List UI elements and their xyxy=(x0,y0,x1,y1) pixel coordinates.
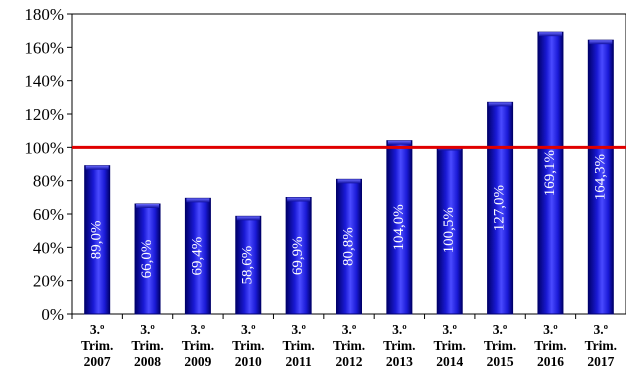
y-tick-label: 60% xyxy=(33,205,64,224)
x-tick-label-line: 2010 xyxy=(235,354,262,369)
x-tick-label-line: 2009 xyxy=(184,354,211,369)
data-label: 169,1% xyxy=(542,150,558,196)
x-tick-label-line: 2016 xyxy=(537,354,564,369)
x-tick-label-line: Trim. xyxy=(434,338,466,353)
data-label: 164,3% xyxy=(592,154,608,200)
bar-body xyxy=(436,146,463,315)
data-label: 104,0% xyxy=(391,204,407,250)
x-tick-label-line: Trim. xyxy=(585,338,617,353)
x-tick-label-line: 3.º xyxy=(594,322,609,337)
x-tick-label-line: 2015 xyxy=(487,354,514,369)
bar-body xyxy=(386,140,413,315)
y-tick-label: 160% xyxy=(24,38,64,57)
x-tick-label-line: Trim. xyxy=(282,338,314,353)
x-tick-label: 3.º Trim. 2008 xyxy=(131,322,163,369)
bar-cap xyxy=(589,40,613,45)
bar xyxy=(436,146,463,315)
x-tick-label-line: 2014 xyxy=(436,354,463,369)
bar-cap xyxy=(136,204,160,208)
x-tick-label: 3.º Trim. 2016 xyxy=(534,322,566,369)
bar-body xyxy=(587,39,614,315)
x-tick-label: 3.º Trim. 2013 xyxy=(383,322,415,369)
x-tick-label-line: 3.º xyxy=(140,322,155,337)
x-tick-label-line: Trim. xyxy=(484,338,516,353)
data-label: 58,6% xyxy=(240,246,256,285)
data-label: 100,5% xyxy=(441,207,457,253)
data-label: 69,9% xyxy=(290,236,306,275)
bar-body xyxy=(134,203,161,315)
data-label: 66,0% xyxy=(139,240,155,279)
data-label: 89,0% xyxy=(89,220,105,259)
bar-body xyxy=(537,31,564,315)
x-tick-label-line: Trim. xyxy=(131,338,163,353)
y-axis-ticks: 0% 20% 40% 60% 80% 100% 120% 140% 160% 180% xyxy=(24,5,72,324)
x-tick-label-line: 2013 xyxy=(386,354,413,369)
data-label: 80,8% xyxy=(340,227,356,266)
x-tick-label: 3.º Trim. 2010 xyxy=(232,322,264,369)
x-tick-label-line: 2008 xyxy=(134,354,161,369)
y-tick-label: 80% xyxy=(33,172,64,191)
x-tick-label-line: 3.º xyxy=(291,322,306,337)
x-tick-label: 3.º Trim. 2017 xyxy=(585,322,617,369)
x-tick-label: 3.º Trim. 2012 xyxy=(333,322,365,369)
bar xyxy=(134,203,161,315)
y-tick-label: 120% xyxy=(24,105,64,124)
x-tick-label-line: Trim. xyxy=(333,338,365,353)
bar-cap xyxy=(287,197,311,202)
x-tick-label-line: 2011 xyxy=(286,354,313,369)
x-tick-label: 3.º Trim. 2007 xyxy=(81,322,113,369)
data-label: 69,4% xyxy=(189,237,205,276)
x-tick-label-line: Trim. xyxy=(232,338,264,353)
bar-cap xyxy=(538,32,562,37)
x-tick-label-line: Trim. xyxy=(383,338,415,353)
x-tick-label-line: Trim. xyxy=(534,338,566,353)
bar xyxy=(487,101,514,315)
y-tick-label: 100% xyxy=(24,138,64,157)
bar-body xyxy=(84,165,111,315)
x-tick-label-line: 2017 xyxy=(587,354,614,369)
data-label: 127,0% xyxy=(492,185,508,231)
bar-body xyxy=(184,197,211,315)
bar-cap xyxy=(186,198,210,203)
bar xyxy=(84,165,111,315)
x-tick-label-line: 3.º xyxy=(543,322,558,337)
x-tick-label-line: 3.º xyxy=(442,322,457,337)
bar xyxy=(587,39,614,315)
x-tick-label: 3.º Trim. 2014 xyxy=(434,322,466,369)
x-tick-label-line: 3.º xyxy=(191,322,206,337)
x-tick-label-line: 3.º xyxy=(90,322,105,337)
bar-body xyxy=(336,178,362,315)
x-tick-label-line: 3.º xyxy=(493,322,508,337)
data-labels: 89,0% 66,0% 69,4% 58,6% 69,9% 80,8% 104,0% 100,… xyxy=(89,150,609,285)
x-tick-label-line: Trim. xyxy=(182,338,214,353)
bar-cap xyxy=(236,216,260,221)
x-tick-label-line: 3.º xyxy=(241,322,256,337)
x-tick-label-line: 2007 xyxy=(84,354,111,369)
x-tick-label: 3.º Trim. 2009 xyxy=(182,322,214,369)
bar xyxy=(537,31,564,315)
bar xyxy=(184,197,211,315)
bar xyxy=(285,197,312,315)
x-tick-label-line: Trim. xyxy=(81,338,113,353)
y-tick-label: 180% xyxy=(24,5,64,24)
x-tick-label-line: 2012 xyxy=(336,354,363,369)
bar-cap xyxy=(85,165,109,170)
bar xyxy=(235,215,262,315)
x-tick-label: 3.º Trim. 2011 xyxy=(282,322,314,369)
bars xyxy=(84,31,614,315)
bar-cap xyxy=(337,179,361,184)
x-tick-label-line: 3.º xyxy=(392,322,407,337)
bar xyxy=(336,178,362,315)
bar xyxy=(386,140,413,315)
y-tick-label: 20% xyxy=(33,272,64,291)
bar-cap xyxy=(387,140,411,145)
x-tick-label: 3.º Trim. 2015 xyxy=(484,322,516,369)
y-tick-label: 40% xyxy=(33,238,64,257)
x-tick-label-line: 3.º xyxy=(342,322,357,337)
y-tick-label: 140% xyxy=(24,72,64,91)
bar-cap xyxy=(488,102,512,107)
y-tick-label: 0% xyxy=(41,305,64,324)
